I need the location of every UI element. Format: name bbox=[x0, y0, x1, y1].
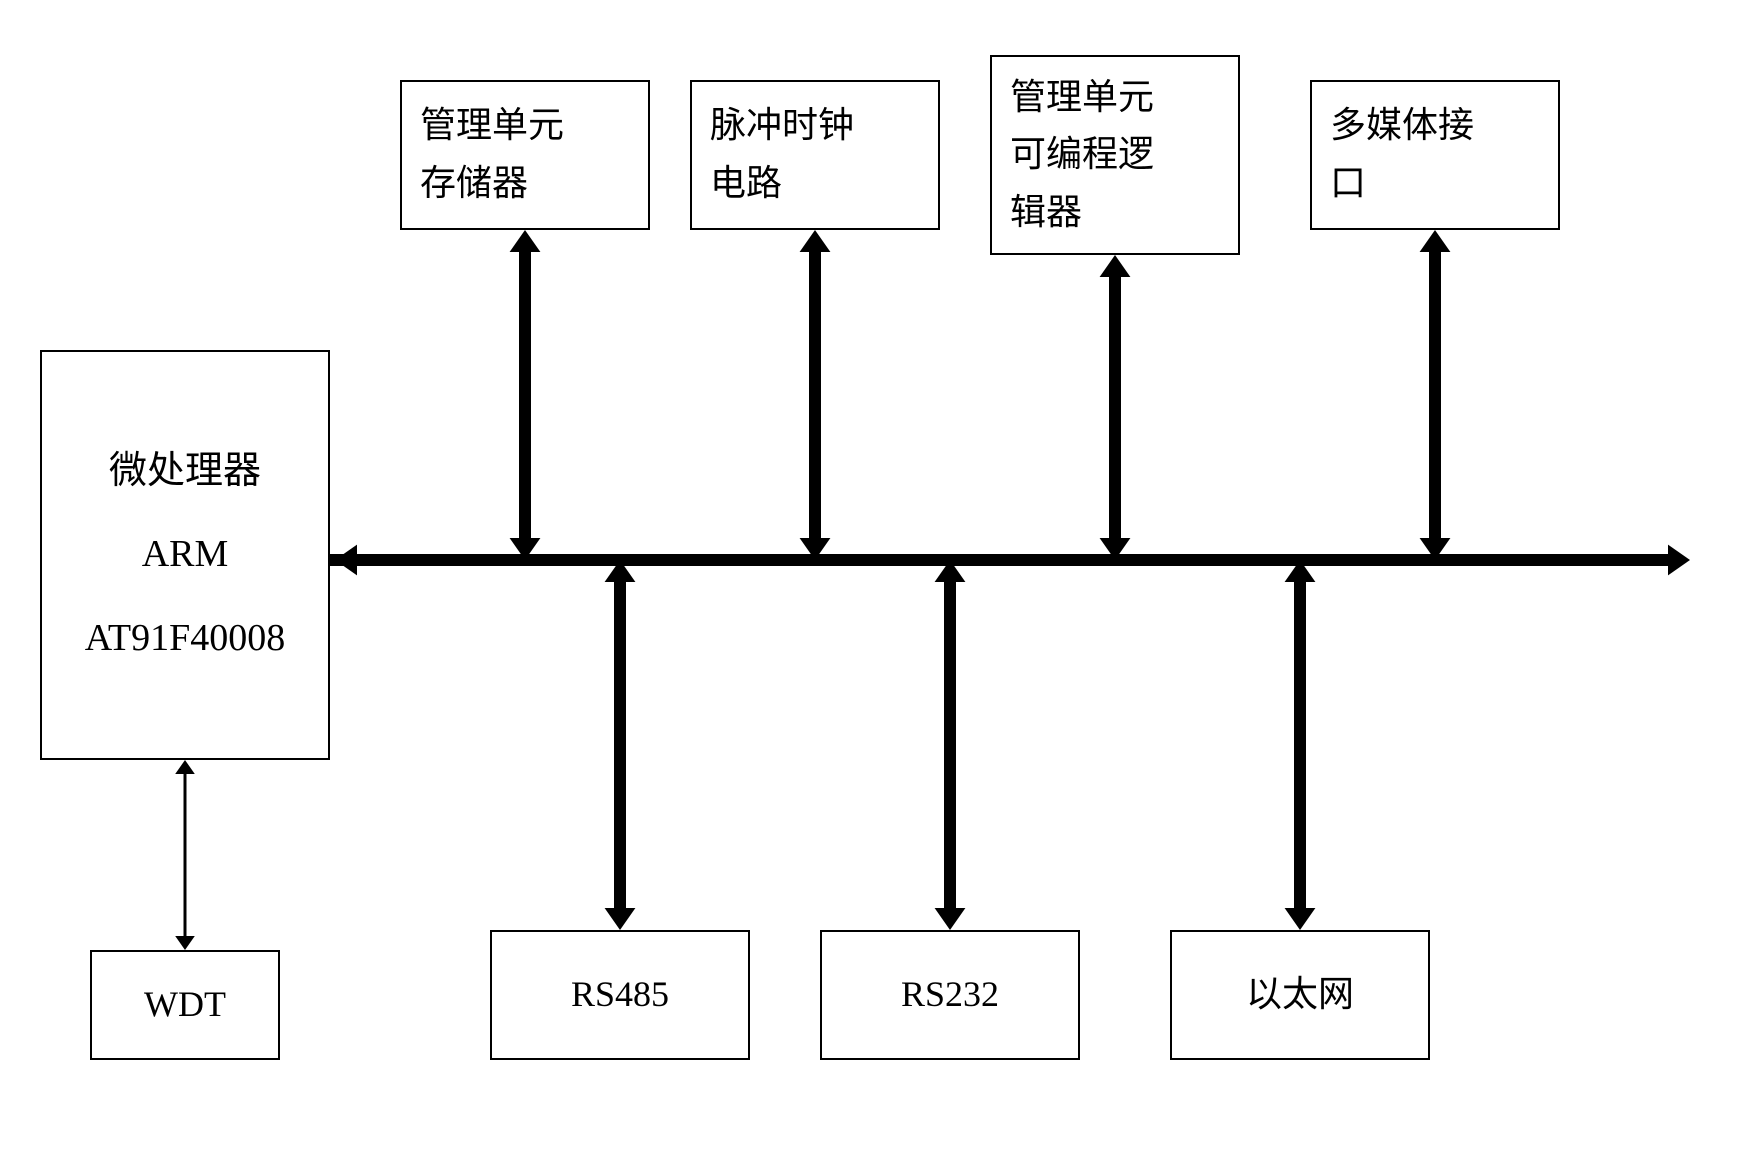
top2-line-2: 电路 bbox=[710, 155, 782, 213]
node-mgmt-memory: 管理单元 存储器 bbox=[400, 80, 650, 230]
top1-line-1: 管理单元 bbox=[420, 97, 564, 155]
cpu-line-2: ARM bbox=[142, 513, 229, 597]
top1-line-2: 存储器 bbox=[420, 155, 528, 213]
top2-line-1: 脉冲时钟 bbox=[710, 97, 854, 155]
top3-line-1: 管理单元 bbox=[1010, 69, 1154, 127]
diagram-canvas: 微处理器 ARM AT91F40008 WDT 管理单元 存储器 脉冲时钟 电路… bbox=[0, 0, 1759, 1157]
cpu-line-1: 微处理器 bbox=[109, 430, 261, 514]
top3-line-3: 辑器 bbox=[1010, 184, 1082, 242]
top4-line-2: 口 bbox=[1330, 155, 1366, 213]
bot1-label: RS485 bbox=[571, 966, 669, 1024]
node-mgmt-pld: 管理单元 可编程逻 辑器 bbox=[990, 55, 1240, 255]
bot2-label: RS232 bbox=[901, 966, 999, 1024]
cpu-line-3: AT91F40008 bbox=[85, 597, 286, 681]
node-ethernet: 以太网 bbox=[1170, 930, 1430, 1060]
wdt-label: WDT bbox=[144, 976, 226, 1034]
node-pulse-clock: 脉冲时钟 电路 bbox=[690, 80, 940, 230]
node-rs485: RS485 bbox=[490, 930, 750, 1060]
top4-line-1: 多媒体接 bbox=[1330, 97, 1474, 155]
bot3-label: 以太网 bbox=[1246, 966, 1354, 1024]
top3-line-2: 可编程逻 bbox=[1010, 126, 1154, 184]
node-rs232: RS232 bbox=[820, 930, 1080, 1060]
node-wdt: WDT bbox=[90, 950, 280, 1060]
node-multimedia-if: 多媒体接 口 bbox=[1310, 80, 1560, 230]
node-cpu: 微处理器 ARM AT91F40008 bbox=[40, 350, 330, 760]
